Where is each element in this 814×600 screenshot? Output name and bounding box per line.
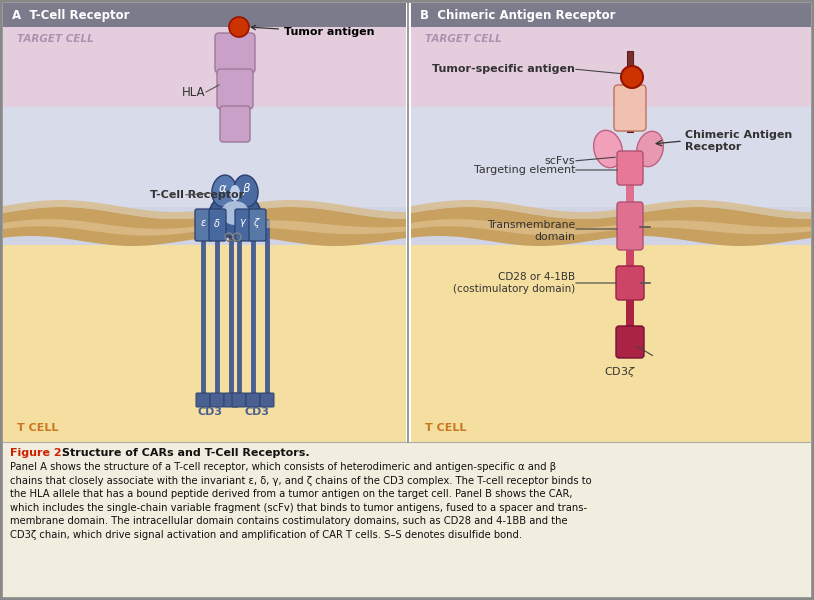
Bar xyxy=(626,295,634,327)
Text: HLA: HLA xyxy=(182,85,205,98)
Text: Panel A shows the structure of a T-cell receptor, which consists of heterodimeri: Panel A shows the structure of a T-cell … xyxy=(10,462,592,540)
Text: $\alpha$: $\alpha$ xyxy=(218,182,228,196)
FancyBboxPatch shape xyxy=(210,393,224,407)
Bar xyxy=(3,27,406,207)
Bar xyxy=(411,207,811,245)
Bar xyxy=(3,207,406,245)
Ellipse shape xyxy=(637,131,663,167)
FancyBboxPatch shape xyxy=(196,393,210,407)
Ellipse shape xyxy=(230,185,240,201)
Text: B  Chimeric Antigen Receptor: B Chimeric Antigen Receptor xyxy=(420,8,615,22)
Text: CD3$\zeta$: CD3$\zeta$ xyxy=(604,365,636,379)
FancyBboxPatch shape xyxy=(224,393,238,407)
Polygon shape xyxy=(411,200,811,219)
Polygon shape xyxy=(3,207,406,246)
Text: $\zeta$: $\zeta$ xyxy=(253,216,261,230)
Text: T CELL: T CELL xyxy=(17,423,59,433)
Text: Targeting element: Targeting element xyxy=(474,165,575,175)
FancyBboxPatch shape xyxy=(617,151,643,185)
Bar xyxy=(3,245,406,442)
Ellipse shape xyxy=(234,175,258,207)
Bar xyxy=(231,53,239,87)
Bar xyxy=(411,107,811,207)
Bar xyxy=(3,107,406,207)
Text: $\delta$: $\delta$ xyxy=(213,217,221,229)
Text: Tumor antigen: Tumor antigen xyxy=(252,25,374,37)
Text: $\beta$: $\beta$ xyxy=(243,181,252,197)
Ellipse shape xyxy=(221,201,249,225)
Text: T CELL: T CELL xyxy=(425,423,466,433)
Bar xyxy=(3,442,811,597)
Text: CD3: CD3 xyxy=(244,407,269,417)
FancyBboxPatch shape xyxy=(617,202,643,250)
Text: CD28 or 4-1BB
(costimulatory domain): CD28 or 4-1BB (costimulatory domain) xyxy=(453,272,575,294)
Polygon shape xyxy=(3,219,406,236)
Circle shape xyxy=(621,66,643,88)
FancyBboxPatch shape xyxy=(616,266,644,300)
Text: A  T-Cell Receptor: A T-Cell Receptor xyxy=(12,8,129,22)
Text: Structure of CARs and T-Cell Receptors.: Structure of CARs and T-Cell Receptors. xyxy=(62,448,309,458)
Text: T-Cell Receptor: T-Cell Receptor xyxy=(150,190,244,200)
FancyBboxPatch shape xyxy=(246,393,260,407)
FancyBboxPatch shape xyxy=(260,393,274,407)
FancyBboxPatch shape xyxy=(614,85,646,131)
Text: Chimeric Antigen
Receptor: Chimeric Antigen Receptor xyxy=(685,130,792,152)
FancyBboxPatch shape xyxy=(235,209,252,241)
Polygon shape xyxy=(3,200,406,219)
Text: Figure 2.: Figure 2. xyxy=(10,448,66,458)
Bar xyxy=(411,245,811,442)
FancyBboxPatch shape xyxy=(195,209,212,241)
FancyBboxPatch shape xyxy=(215,33,255,73)
Bar xyxy=(411,3,811,27)
Circle shape xyxy=(229,17,249,37)
Polygon shape xyxy=(411,207,811,246)
Polygon shape xyxy=(411,219,811,236)
FancyBboxPatch shape xyxy=(249,209,266,241)
Ellipse shape xyxy=(593,130,623,168)
FancyBboxPatch shape xyxy=(616,326,644,358)
Text: $\gamma$: $\gamma$ xyxy=(239,217,247,229)
Bar xyxy=(627,51,633,132)
Bar xyxy=(3,3,406,27)
Text: $\varepsilon$: $\varepsilon$ xyxy=(199,218,207,228)
Ellipse shape xyxy=(209,193,261,238)
Text: Tumor-specific antigen: Tumor-specific antigen xyxy=(432,64,575,74)
Text: TARGET CELL: TARGET CELL xyxy=(425,34,501,44)
FancyBboxPatch shape xyxy=(232,393,246,407)
FancyBboxPatch shape xyxy=(220,106,250,142)
Text: TARGET CELL: TARGET CELL xyxy=(17,34,94,44)
FancyBboxPatch shape xyxy=(217,69,253,109)
Text: S-S: S-S xyxy=(227,235,239,244)
Bar xyxy=(626,245,634,267)
Ellipse shape xyxy=(212,175,236,207)
Text: CD3: CD3 xyxy=(198,407,222,417)
Bar xyxy=(626,181,634,207)
Bar xyxy=(411,27,811,207)
Text: scFvs: scFvs xyxy=(545,156,575,166)
Text: Transmembrane
domain: Transmembrane domain xyxy=(487,220,575,242)
FancyBboxPatch shape xyxy=(209,209,226,241)
